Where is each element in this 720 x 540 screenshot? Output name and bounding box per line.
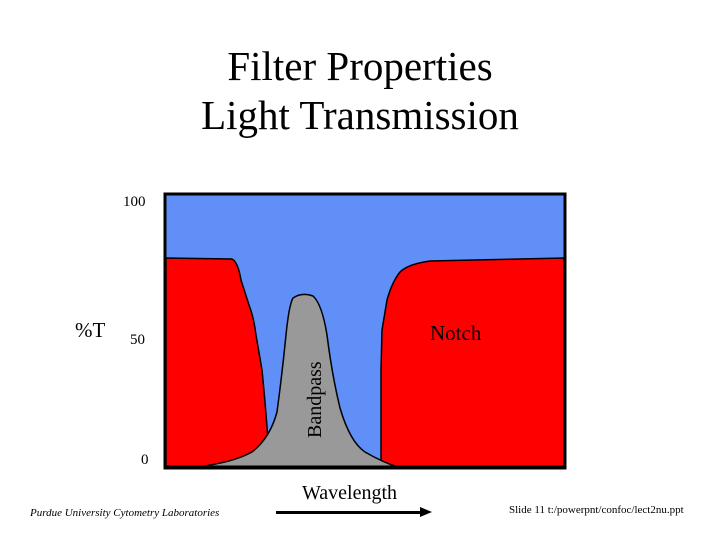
- y-tick-0: 0: [141, 452, 149, 468]
- footer-slide-info: Slide 11 t:/powerpnt/confoc/lect2nu.ppt: [509, 504, 684, 516]
- footer-institution: Purdue University Cytometry Laboratories: [30, 507, 220, 519]
- x-axis-label: Wavelength: [302, 482, 398, 504]
- arrow-right-icon: [420, 507, 432, 517]
- title-line-1: Filter Properties: [227, 43, 493, 89]
- wavelength-arrow-line: [276, 511, 422, 514]
- bandpass-region: [195, 293, 399, 468]
- y-tick-100: 100: [123, 194, 146, 210]
- slide-title: Filter Properties Light Transmission: [0, 42, 720, 140]
- y-tick-50: 50: [130, 332, 145, 348]
- title-line-2: Light Transmission: [201, 92, 519, 138]
- notch-left-region: [165, 257, 271, 468]
- notch-right-region: [380, 257, 565, 468]
- y-axis-label: %T: [75, 318, 106, 342]
- notch-label: Notch: [430, 321, 482, 345]
- bandpass-label: Bandpass: [304, 361, 326, 438]
